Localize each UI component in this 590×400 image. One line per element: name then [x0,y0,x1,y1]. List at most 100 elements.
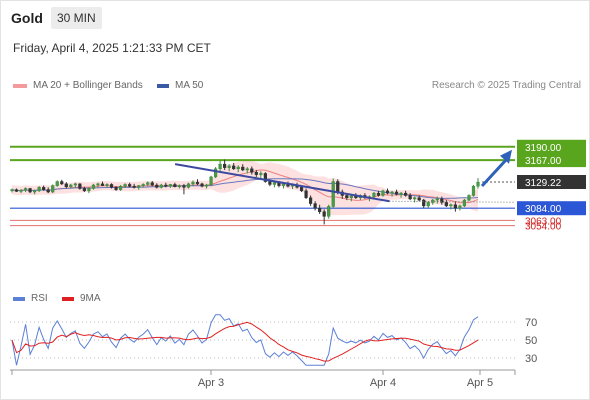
level-label-bg-3190.00 [517,139,586,154]
level-label-bg-3084.00 [517,201,586,216]
candle-body [128,184,132,187]
candle-body [96,183,100,186]
rsi-level-label-50: 50 [525,335,537,347]
candle-body [304,190,308,199]
candle-body [109,184,114,188]
candle-body [155,184,159,188]
candle-body [91,184,96,189]
candle-body [137,185,141,188]
candle-body [78,183,82,189]
rsi-ma-label: 9MA [80,293,101,304]
candle-body [236,166,240,170]
rsi-label: RSI [31,293,48,304]
candle-body [272,182,277,185]
candle-body [182,185,186,188]
current-price-label: 3129.22 [525,178,562,189]
candle-body [313,203,317,209]
ma20-swatch [13,83,27,88]
candle-body [213,168,218,178]
candle-body [449,204,453,207]
candle-body [345,195,349,199]
bollinger-bands [12,160,478,216]
annotations [174,149,516,203]
candle-body [218,163,222,170]
candle-body [372,192,376,197]
candle-body [186,183,191,188]
candle-body [435,198,439,201]
candle-body [28,188,32,193]
timestamp: Friday, April 4, 2025 1:21:33 PM CET [13,41,211,55]
x-tick-label: Apr 5 [467,377,493,389]
candle-body [299,187,304,192]
candle-body [73,183,77,186]
candle-body [404,192,408,196]
candle-body [55,181,59,186]
candle-body [322,211,326,217]
trendline [174,163,390,203]
candle-body [42,187,46,190]
candle-body [64,183,68,188]
candle-body [462,199,467,207]
candle-body [318,207,322,212]
candle-body [227,165,231,168]
candle-body [399,192,403,195]
candle-body [223,163,227,168]
ma50-swatch [157,83,169,88]
candle-body [60,181,64,185]
level-label-3084.00: 3084.00 [525,204,562,215]
candle-body [150,182,154,186]
candle-body [82,188,86,192]
candle-body [281,183,286,186]
candle-body [200,183,204,187]
ma50-label: MA 50 [175,80,204,91]
rsi-level-label-70: 70 [525,317,537,329]
level-label-3167.00: 3167.00 [525,156,562,167]
candle-body [259,173,263,175]
candle-body [308,197,313,204]
timeframe-badge[interactable]: 30 MIN [51,7,102,29]
legend-rsi-ma: 9MA [62,293,101,304]
candle-body [385,190,390,194]
chart-header: Gold 30 MIN [0,0,590,36]
candle-body [422,199,426,207]
candle-body [390,191,394,194]
candle-body [413,197,417,200]
candle-body [14,189,19,192]
candle-body [327,206,331,217]
x-axis: Apr 3 Apr 4 Apr 5 [10,369,516,389]
current-price-bg [517,175,586,189]
candle-body [132,185,136,188]
candle-body [10,189,14,192]
candle-body [87,188,91,192]
candle-body [51,185,55,193]
candle-body [444,202,448,207]
candle-body [349,195,353,199]
candle-body [336,181,340,193]
candle-body [37,187,41,192]
candle-body [331,181,335,207]
candle-body [173,184,177,188]
legend-rsi: RSI [13,293,48,304]
projection-arrow-head [500,149,512,164]
candle-body [467,195,471,201]
candle-body [195,181,200,185]
candle-body [164,184,168,187]
instrument-title: Gold [11,10,43,26]
rsi-ma-swatch [62,296,74,301]
candle-body [381,190,385,196]
legend-ma50: MA 50 [157,80,203,91]
ma20-label: MA 20 + Bollinger Bands [33,80,143,91]
rsi-ma-line [11,321,479,362]
candle-body [23,188,28,191]
candle-body [268,181,272,185]
candle-body [250,168,254,173]
rsi-level-label-30: 30 [525,353,537,365]
level-label-3054.00: 3054.00 [525,222,562,233]
candle-body [376,192,381,196]
candle-body [123,184,127,187]
candle-body [33,190,37,193]
level-label-bg-3167.00 [517,153,586,168]
candle-body [100,183,105,186]
